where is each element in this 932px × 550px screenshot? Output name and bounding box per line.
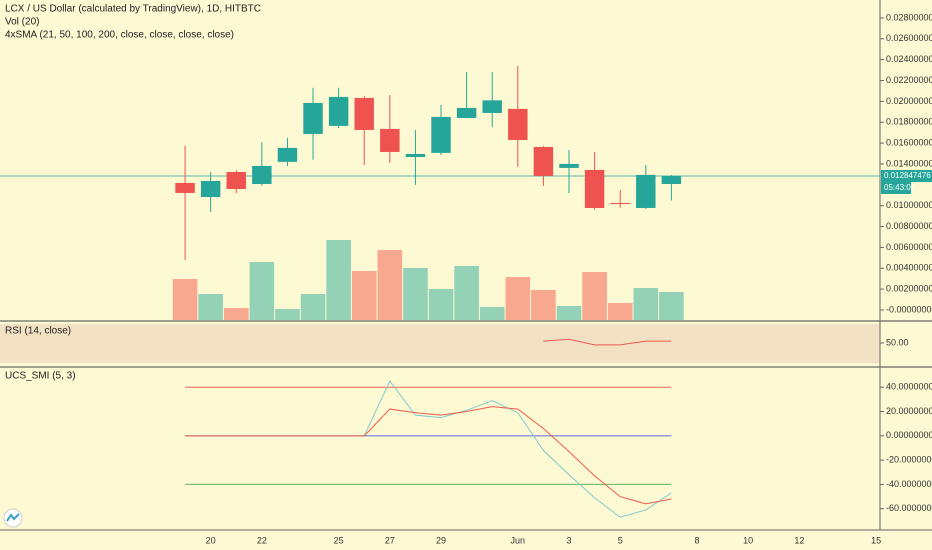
- y-tick-label: 0.0060000000: [886, 242, 932, 252]
- candle-body: [533, 146, 554, 176]
- x-tick-label: Jun: [511, 535, 526, 545]
- smi-line: [185, 380, 672, 518]
- candle-body: [456, 107, 477, 118]
- volume-bar: [531, 290, 556, 320]
- last-price-label: 0.0128474767: [884, 171, 932, 180]
- smi-title: UCS_SMI (5, 3): [5, 371, 76, 382]
- x-tick-label: 15: [871, 535, 881, 545]
- y-tick-label: 0.0140000000: [886, 158, 932, 168]
- candle-body: [584, 169, 605, 208]
- smi-tick-label: -20.0000000000: [886, 454, 932, 464]
- y-tick-label: 0.0100000000: [886, 200, 932, 210]
- countdown-box: [881, 181, 911, 194]
- rsi-line: [543, 338, 672, 346]
- x-tick-label: 8: [694, 535, 699, 545]
- candle-body: [636, 174, 656, 208]
- candle-body: [508, 108, 528, 140]
- y-tick-label: 0.0020000000: [886, 284, 932, 294]
- volume-bar: [198, 294, 223, 320]
- volume-bar: [223, 308, 249, 320]
- rsi-tick-label: 50.00: [886, 337, 909, 347]
- volume-bar: [633, 288, 659, 320]
- smi-tick-label: -60.0000000000: [886, 503, 932, 513]
- x-tick-label: 25: [334, 535, 344, 545]
- y-tick-label: 0.0200000000: [886, 96, 932, 106]
- rsi-title: RSI (14, close): [5, 326, 71, 337]
- volume-bar: [172, 279, 198, 320]
- volume-bar: [659, 292, 684, 320]
- x-tick-label: 22: [257, 535, 267, 545]
- candle-body: [252, 165, 272, 184]
- y-tick-label: 0.0220000000: [886, 75, 932, 85]
- logo-icon: [6, 513, 20, 522]
- candle-body: [661, 175, 682, 184]
- volume-bar: [403, 268, 428, 320]
- volume-bar: [607, 303, 633, 320]
- x-tick-label: 5: [618, 535, 623, 545]
- candle-body: [431, 116, 451, 153]
- smi-line: [185, 406, 672, 505]
- volume-bar: [479, 307, 505, 320]
- candle-body: [226, 171, 246, 189]
- chart-title: LCX / US Dollar (calculated by TradingVi…: [5, 4, 261, 15]
- volume-bar: [351, 271, 377, 320]
- candle-body: [559, 163, 579, 168]
- candle-body: [303, 102, 323, 134]
- volume-bar: [428, 289, 454, 320]
- volume-bar: [249, 262, 275, 320]
- last-price-box: [881, 169, 932, 182]
- volume-bar: [275, 309, 300, 320]
- y-tick-label: 0.0040000000: [886, 263, 932, 273]
- volume-bar: [377, 250, 403, 320]
- candle-body: [175, 182, 195, 193]
- x-tick-label: 10: [743, 535, 753, 545]
- candle-body: [405, 153, 426, 157]
- indicator-label: 4xSMA (21, 50, 100, 200, close, close, c…: [5, 30, 234, 41]
- volume-bar: [505, 277, 531, 320]
- candle-body: [482, 100, 502, 113]
- y-tick-label: 0.0260000000: [886, 33, 932, 43]
- y-tick-label: 0.0160000000: [886, 137, 932, 147]
- countdown-label: 05:43:06: [884, 183, 916, 192]
- smi-tick-label: 40.0000000000: [886, 382, 932, 392]
- y-tick-label: 0.0240000000: [886, 54, 932, 64]
- x-tick-label: 20: [206, 535, 216, 545]
- smi-tick-label: 0.0000000000: [886, 430, 932, 440]
- y-tick-label: 0.0180000000: [886, 117, 932, 127]
- candle-body: [277, 147, 298, 162]
- volume-bar: [454, 266, 479, 320]
- x-tick-label: 12: [794, 535, 804, 545]
- y-tick-label: 0.0080000000: [886, 221, 932, 231]
- candle-body: [328, 96, 349, 126]
- volume-bar: [300, 294, 326, 320]
- smi-tick-label: -40.0000000000: [886, 479, 932, 489]
- x-tick-label: 29: [436, 535, 446, 545]
- candle-body: [354, 97, 374, 130]
- indicator-label: Vol (20): [5, 17, 39, 28]
- volume-bar: [582, 272, 607, 320]
- candle-body: [610, 202, 630, 205]
- x-tick-label: 3: [566, 535, 571, 545]
- y-tick-label: -0.0000000000: [886, 304, 932, 314]
- y-tick-label: 0.0280000000: [886, 12, 932, 22]
- candle-body: [380, 128, 400, 152]
- rsi-band: [0, 324, 880, 363]
- x-tick-label: 27: [385, 535, 395, 545]
- candle-body: [200, 180, 221, 198]
- volume-bar: [556, 306, 582, 320]
- volume-bar: [326, 240, 351, 320]
- smi-tick-label: 20.0000000000: [886, 406, 932, 416]
